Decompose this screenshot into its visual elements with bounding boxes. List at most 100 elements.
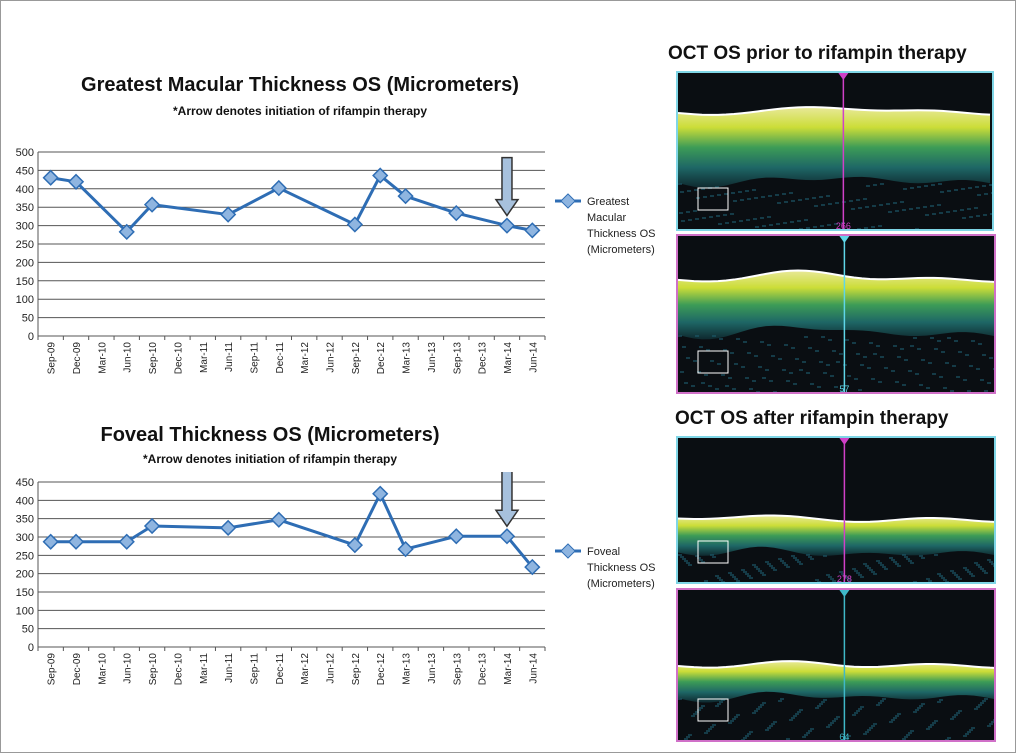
x-tick-label: Jun-13 bbox=[427, 653, 438, 684]
speckle bbox=[939, 212, 943, 214]
speckle bbox=[746, 219, 750, 221]
speckle bbox=[954, 574, 958, 576]
speckle bbox=[978, 343, 982, 345]
speckle bbox=[915, 228, 919, 229]
speckle bbox=[857, 228, 861, 229]
speckle bbox=[760, 217, 764, 219]
speckle bbox=[769, 380, 773, 382]
speckle bbox=[854, 378, 858, 380]
speckle bbox=[745, 377, 749, 379]
speckle bbox=[880, 564, 884, 566]
speckle bbox=[695, 711, 699, 713]
speckle bbox=[682, 346, 686, 348]
speckle bbox=[954, 340, 958, 342]
speckle bbox=[704, 732, 708, 734]
data-point bbox=[372, 167, 389, 184]
speckle bbox=[893, 202, 897, 204]
speckle bbox=[976, 706, 980, 708]
speckle bbox=[950, 570, 954, 572]
speckle bbox=[821, 336, 825, 338]
speckle bbox=[723, 214, 727, 216]
speckle bbox=[891, 370, 895, 372]
y-tick-label: 250 bbox=[16, 239, 34, 251]
x-tick-label: Sep-10 bbox=[148, 653, 159, 686]
speckle bbox=[761, 196, 765, 198]
speckle bbox=[775, 194, 779, 196]
speckle bbox=[795, 713, 799, 715]
speckle bbox=[873, 184, 877, 186]
speckle bbox=[717, 577, 721, 579]
speckle bbox=[902, 738, 906, 740]
speckle bbox=[987, 559, 991, 561]
y-tick-label: 0 bbox=[28, 642, 34, 654]
speckle bbox=[814, 205, 818, 207]
speckle bbox=[921, 359, 925, 361]
data-point bbox=[270, 179, 287, 197]
speckle bbox=[897, 356, 901, 358]
speckle bbox=[969, 365, 973, 367]
measure-value: 57 bbox=[839, 384, 849, 394]
speckle bbox=[734, 716, 738, 718]
chart2-title: Foveal Thickness OS (Micrometers) bbox=[100, 424, 440, 446]
speckle bbox=[965, 569, 969, 571]
speckle bbox=[908, 229, 912, 231]
speckle bbox=[830, 578, 834, 580]
speckle bbox=[706, 582, 710, 584]
speckle bbox=[904, 556, 908, 558]
speckle bbox=[969, 729, 973, 731]
speckle bbox=[828, 339, 832, 341]
x-tick-label: Jun-14 bbox=[528, 653, 539, 684]
speckle bbox=[773, 721, 777, 723]
speckle bbox=[695, 218, 699, 220]
x-tick-label: Dec-13 bbox=[478, 342, 489, 375]
data-point bbox=[397, 540, 414, 558]
speckle bbox=[934, 720, 938, 722]
speckle bbox=[747, 733, 751, 735]
speckle bbox=[847, 375, 851, 377]
speckle bbox=[741, 366, 745, 368]
speckle bbox=[804, 734, 808, 736]
speckle bbox=[745, 735, 749, 737]
speckle bbox=[821, 701, 825, 703]
data-point bbox=[219, 206, 237, 223]
speckle bbox=[876, 560, 880, 562]
speckle bbox=[730, 720, 734, 722]
x-tick-label: Sep-12 bbox=[351, 342, 362, 375]
speckle bbox=[860, 706, 864, 708]
data-point bbox=[118, 533, 135, 550]
y-tick-label: 50 bbox=[22, 624, 34, 636]
speckle bbox=[880, 356, 884, 358]
speckle bbox=[717, 194, 721, 196]
speckle bbox=[712, 335, 716, 337]
speckle bbox=[931, 184, 935, 186]
speckle bbox=[682, 740, 686, 742]
speckle bbox=[828, 576, 832, 578]
speckle bbox=[967, 390, 971, 392]
speckle bbox=[769, 224, 773, 226]
speckle bbox=[900, 348, 904, 350]
y-tick-label: 50 bbox=[22, 313, 34, 325]
speckle bbox=[752, 189, 756, 191]
speckle bbox=[716, 215, 720, 217]
x-tick-label: Jun-12 bbox=[326, 342, 337, 373]
speckle bbox=[747, 198, 751, 200]
speckle bbox=[754, 355, 758, 357]
x-tick-label: Dec-12 bbox=[376, 342, 387, 375]
speckle bbox=[906, 558, 910, 560]
speckle bbox=[793, 383, 797, 385]
speckle bbox=[693, 713, 697, 715]
speckle bbox=[878, 562, 882, 564]
speckle bbox=[889, 557, 893, 559]
speckle bbox=[728, 377, 732, 379]
speckle bbox=[706, 349, 710, 351]
speckle bbox=[982, 570, 986, 572]
speckle bbox=[954, 189, 958, 191]
speckle bbox=[688, 393, 692, 394]
speckle bbox=[873, 353, 877, 355]
speckle bbox=[745, 573, 749, 575]
speckle bbox=[805, 198, 809, 200]
x-tick-label: Jun-14 bbox=[528, 342, 539, 373]
speckle bbox=[878, 702, 882, 704]
legend-marker bbox=[560, 193, 576, 209]
